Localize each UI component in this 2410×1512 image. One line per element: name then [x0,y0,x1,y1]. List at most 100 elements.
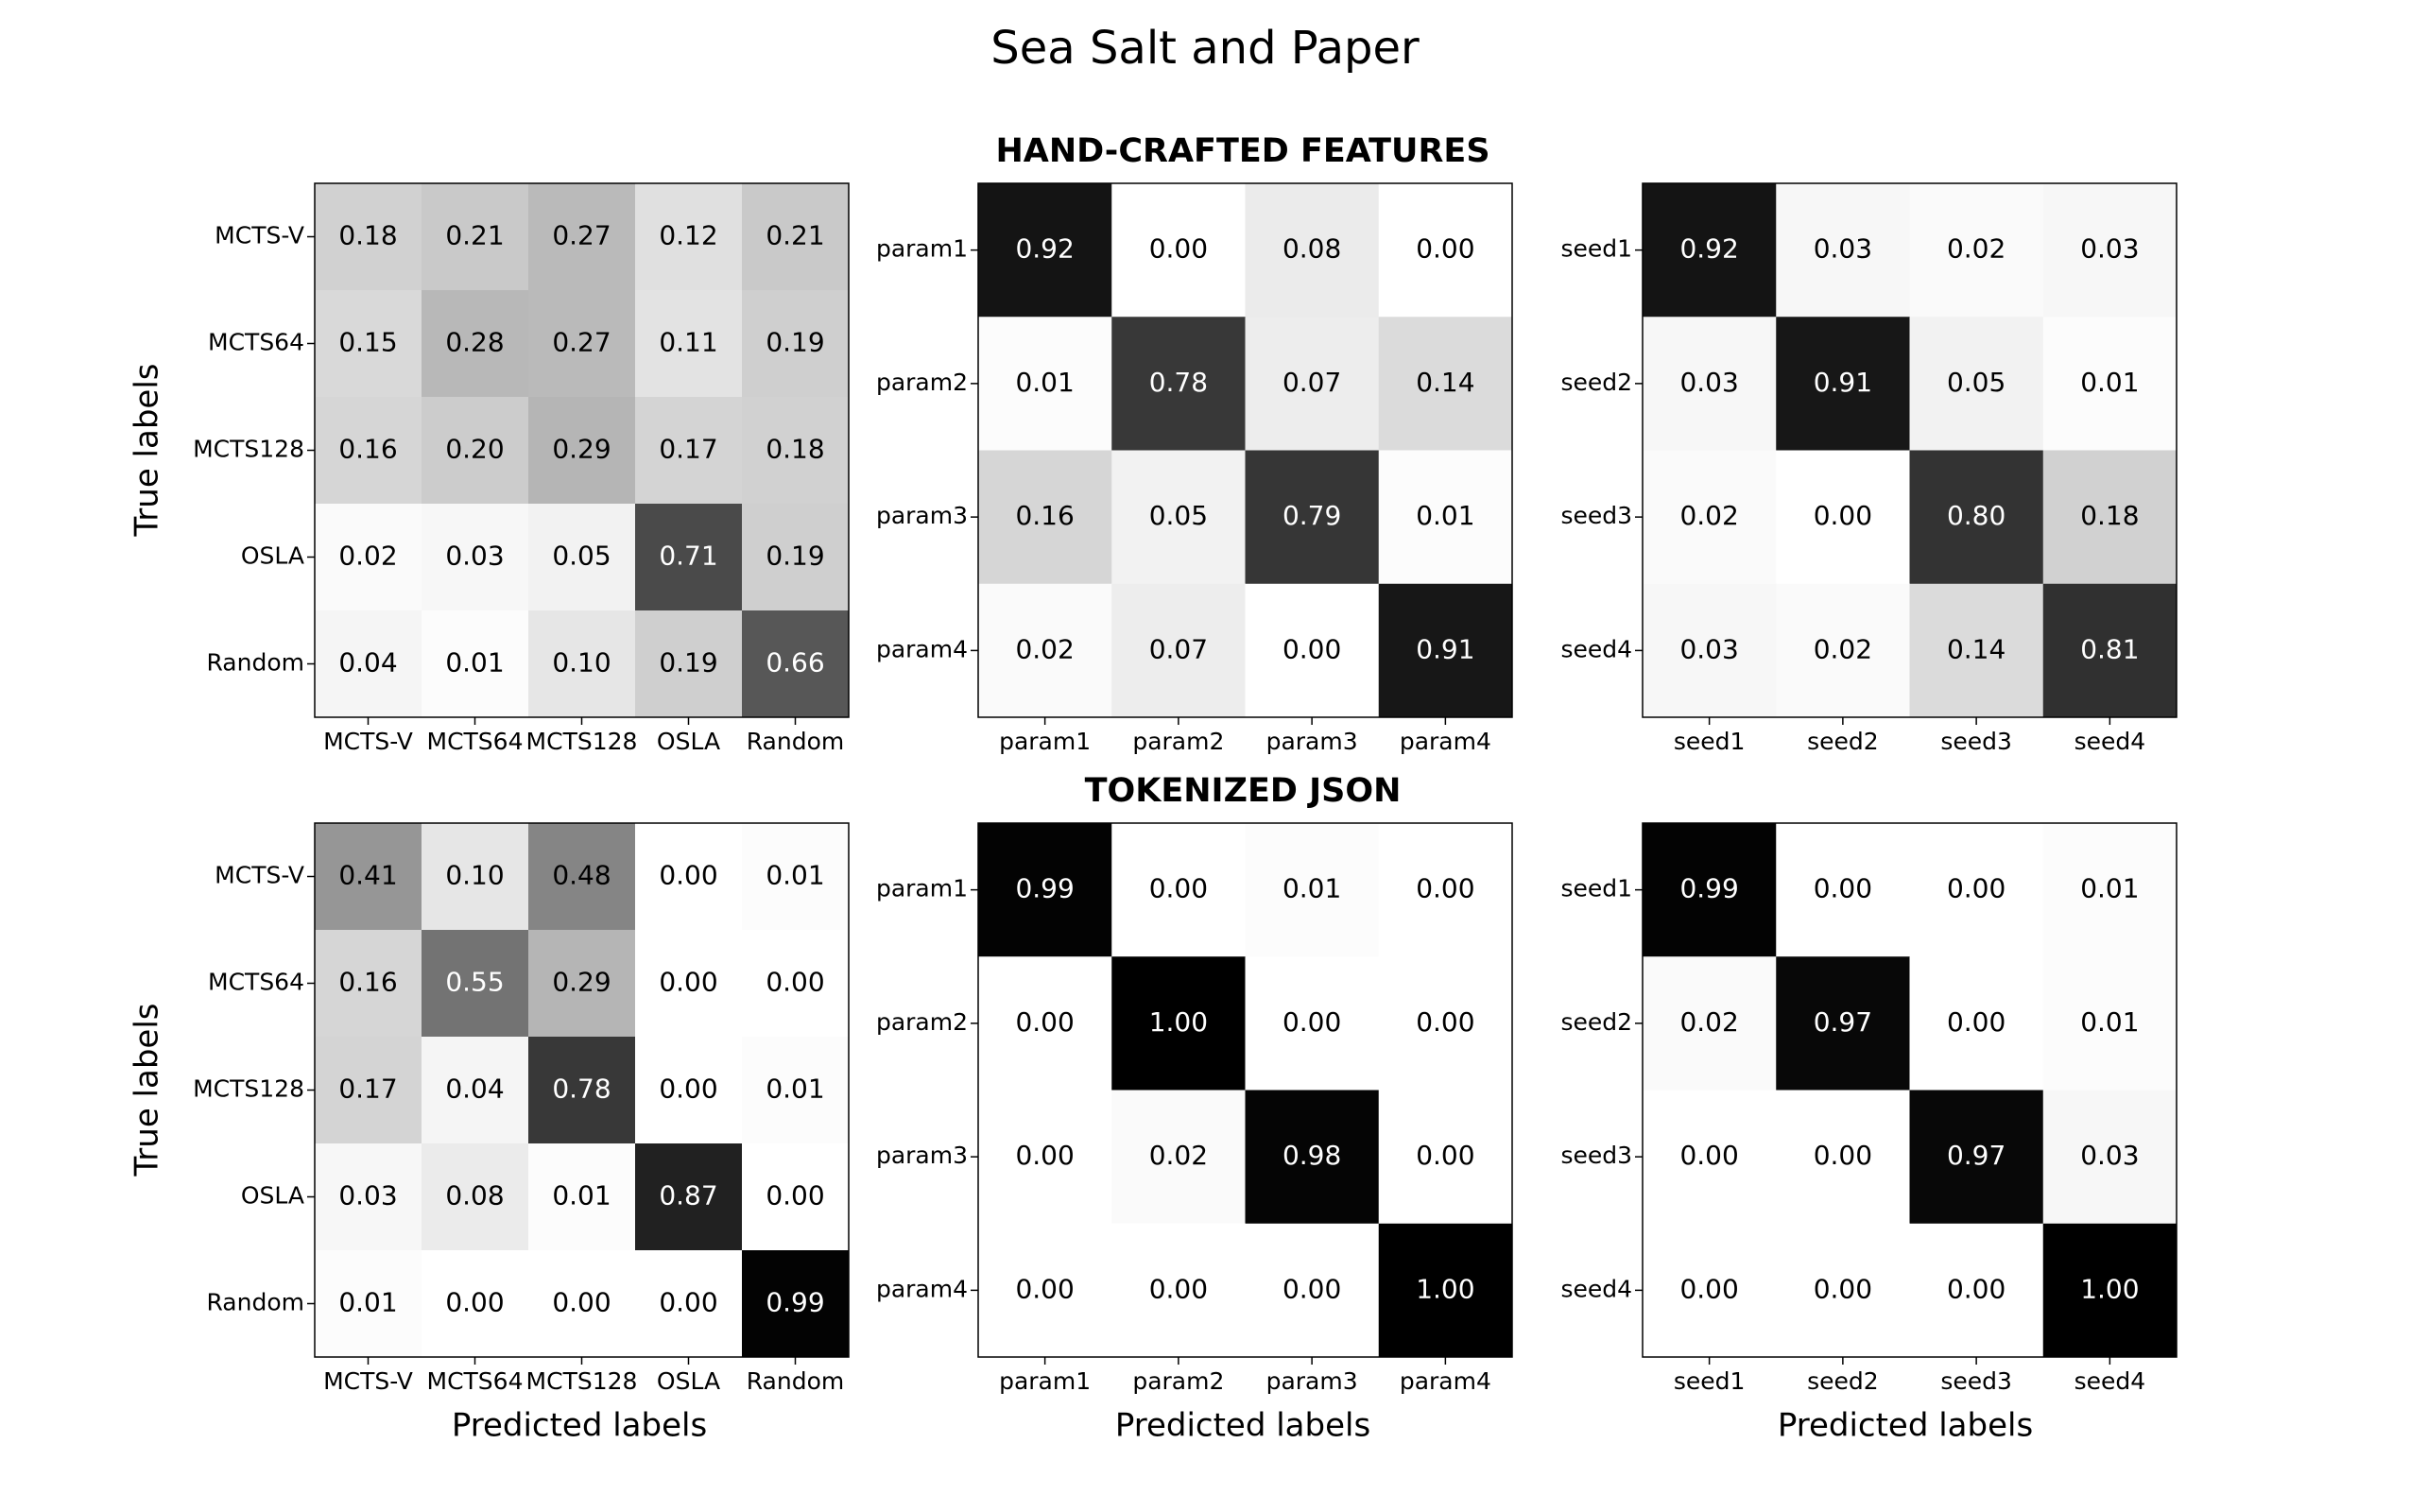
cell-value-label: 0.00 [1015,1140,1074,1171]
cell-value-label: 0.00 [1282,633,1341,664]
cell-value-label: 0.01 [766,860,824,891]
cell-value-label: 0.66 [766,647,824,679]
cell-value-label: 0.00 [659,1074,717,1105]
heatmap-cell [635,610,743,718]
cell-value-label: 0.12 [659,220,717,251]
heatmap-cell [2042,183,2178,318]
y-tick-label: seed4 [1560,635,1632,662]
y-tick-label: seed3 [1560,1142,1632,1169]
cell-value-label: 0.00 [552,1287,611,1318]
heatmap-cell [315,930,422,1038]
cell-value-label: 0.18 [338,220,397,251]
cell-value-label: 0.03 [1814,233,1872,265]
cell-value-label: 0.55 [445,967,504,998]
heatmap-panel-3: 0.41 0.10 0.48 0.00 0.01 0.16 0.55 0.29 0.00 0.00… [193,822,850,1395]
cell-value-label: 0.00 [1947,1006,2005,1038]
heatmap-cell [1909,583,2044,718]
x-tick-label: param2 [1132,728,1224,755]
cell-value-label: 0.18 [2080,500,2139,531]
heatmap-cell [528,823,636,931]
heatmap-cell [1245,583,1380,718]
x-tick-label: MCTS64 [427,728,524,755]
cell-value-label: 0.00 [1947,873,2005,904]
heatmap-cell [528,1250,636,1358]
cell-value-label: 0.17 [338,1074,397,1105]
heatmap-cell [1643,317,1777,451]
heatmap-cell [742,504,850,611]
cell-value-label: 0.00 [1814,873,1872,904]
cell-value-label: 0.00 [1282,1006,1341,1038]
row-title-tokenized: TOKENIZED JSON [1085,772,1402,810]
cell-value-label: 0.02 [1679,1006,1738,1038]
y-tick-label: param3 [876,502,968,529]
heatmap-cell [1111,583,1246,718]
cell-value-label: 0.91 [1416,633,1474,664]
heatmap-cell [1643,1223,1777,1358]
heatmap-cell [742,1037,850,1144]
heatmap-cell [2042,317,2178,451]
cell-value-label: 0.20 [445,434,504,465]
x-tick-label: Random [747,1367,845,1395]
x-tick-label: MCTS-V [323,728,413,755]
heatmap-cell [2042,956,2178,1091]
y-tick-label: param1 [876,875,968,902]
x-tick-label: param2 [1132,1367,1224,1395]
x-tick-label: seed4 [2074,728,2146,755]
row-title-hand-crafted: HAND-CRAFTED FEATURES [995,132,1489,170]
x-tick-label: param1 [999,1367,1091,1395]
heatmap-cell [1909,1223,2044,1358]
heatmap-cell [422,930,529,1038]
cell-value-label: 0.02 [1814,633,1872,664]
heatmap-cell [978,823,1112,957]
cell-value-label: 0.00 [659,860,717,891]
cell-value-label: 0.00 [1814,1273,1872,1304]
cell-value-label: 0.16 [338,967,397,998]
y-tick-label: seed4 [1560,1275,1632,1302]
cell-value-label: 0.11 [659,327,717,358]
heatmap-cell [635,1037,743,1144]
heatmap-cell [742,1143,850,1251]
cell-value-label: 0.00 [1416,1140,1474,1171]
cell-value-label: 0.99 [1679,873,1738,904]
heatmap-cell [528,183,636,291]
cell-value-label: 0.03 [1679,367,1738,398]
heatmap-panel-1: 0.92 0.00 0.08 0.00 0.01 0.78 0.07 0.14 0.16 0.05… [876,182,1513,755]
cell-value-label: 0.16 [1015,500,1074,531]
x-tick-label: seed3 [1940,728,2012,755]
heatmap-cell [1378,183,1513,318]
y-tick-label: MCTS128 [193,1075,304,1103]
heatmap-cell [635,1250,743,1358]
cell-value-label: 0.19 [766,541,824,572]
heatmap-cell [1643,183,1777,318]
cell-value-label: 0.80 [1947,500,2005,531]
heatmap-cell [1909,450,2044,585]
cell-value-label: 0.10 [445,860,504,891]
heatmap-cell [635,823,743,931]
cell-value-label: 0.01 [445,647,504,679]
cell-value-label: 0.21 [766,220,824,251]
heatmap-cell [2042,1090,2178,1225]
heatmap-cell [1111,823,1246,957]
heatmap-cell [422,397,529,505]
heatmap-cell [315,290,422,398]
cell-value-label: 0.29 [552,967,611,998]
y-tick-label: seed1 [1560,875,1632,902]
cell-value-label: 0.98 [1282,1140,1341,1171]
cell-value-label: 0.02 [1679,500,1738,531]
heatmap-cell [1378,823,1513,957]
heatmap-cell [422,1250,529,1358]
cell-value-label: 0.01 [1015,367,1074,398]
x-tick-label: MCTS64 [427,1367,524,1395]
cell-value-label: 0.03 [2080,1140,2139,1171]
x-tick-label: seed2 [1807,1367,1879,1395]
cell-value-label: 0.02 [338,541,397,572]
heatmap-cell [742,397,850,505]
y-tick-label: param3 [876,1142,968,1169]
cell-value-label: 0.00 [1282,1273,1341,1304]
heatmap-cell [422,1143,529,1251]
heatmap-cell [1245,183,1380,318]
heatmap-cell [742,823,850,931]
heatmap-cell [635,397,743,505]
y-tick-label: Random [206,649,304,677]
